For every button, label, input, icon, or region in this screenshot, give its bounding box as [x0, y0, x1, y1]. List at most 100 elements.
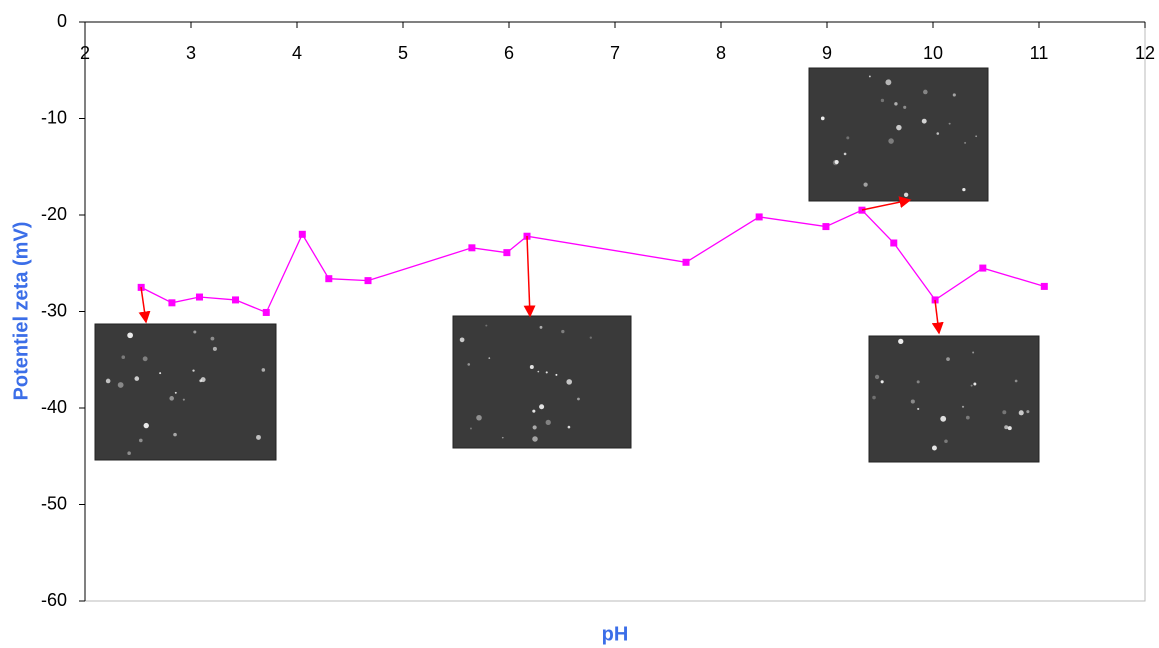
- particle: [880, 98, 885, 103]
- x-tick-label: 8: [716, 43, 726, 63]
- particle: [820, 116, 825, 121]
- data-point: [195, 293, 203, 301]
- arrow: [931, 299, 944, 335]
- particle: [192, 369, 195, 372]
- data-point: [468, 244, 476, 252]
- x-axis-label: pH: [602, 623, 629, 645]
- particle: [940, 415, 947, 422]
- particle: [952, 93, 956, 97]
- data-point: [364, 277, 372, 285]
- particle: [488, 357, 491, 359]
- data-point: [890, 239, 898, 247]
- data-point: [1040, 282, 1048, 290]
- particle: [888, 138, 894, 144]
- particle: [843, 152, 847, 156]
- particle: [532, 436, 538, 442]
- particle: [921, 118, 927, 124]
- particle: [134, 376, 140, 381]
- y-tick-label: -50: [41, 493, 67, 513]
- particle: [467, 363, 471, 366]
- particle: [973, 382, 977, 386]
- particle: [1002, 410, 1007, 415]
- particle: [965, 415, 970, 420]
- particle: [143, 422, 149, 429]
- particle: [127, 332, 133, 339]
- particle: [577, 397, 580, 401]
- particle: [946, 357, 950, 362]
- y-tick-label: -10: [41, 107, 67, 127]
- particle: [970, 384, 973, 387]
- x-tick-label: 5: [398, 43, 408, 63]
- micrograph: [868, 335, 1040, 463]
- data-point: [168, 299, 176, 307]
- x-tick-label: 11: [1030, 43, 1049, 63]
- particle: [1004, 425, 1009, 430]
- data-point: [931, 296, 939, 304]
- y-tick-label: -20: [41, 204, 67, 224]
- particle: [127, 451, 131, 455]
- particle: [931, 445, 937, 451]
- particle: [174, 391, 177, 394]
- particle: [962, 187, 966, 192]
- y-tick-label: -60: [41, 590, 67, 610]
- series-line: [140, 209, 1045, 314]
- particle: [485, 324, 488, 327]
- particle: [256, 434, 261, 440]
- micrographs: [94, 67, 1040, 463]
- arrow: [523, 235, 536, 318]
- y-tick-label: 0: [57, 11, 67, 31]
- particle: [555, 373, 558, 376]
- particle: [885, 79, 892, 86]
- y-axis-label: Potentiel zeta (mV): [10, 222, 32, 401]
- data-point: [298, 230, 306, 238]
- data-point: [325, 275, 333, 283]
- particle: [923, 89, 928, 95]
- particle: [561, 329, 565, 334]
- particle: [972, 351, 975, 354]
- particle: [975, 135, 978, 138]
- x-tick-label: 2: [80, 43, 90, 63]
- particle: [117, 382, 124, 388]
- data-point: [232, 296, 240, 304]
- particle: [903, 105, 907, 109]
- data-point: [858, 206, 866, 214]
- x-tick-label: 7: [610, 43, 620, 63]
- particle: [545, 419, 551, 426]
- particle: [1007, 426, 1012, 431]
- particle: [138, 438, 143, 443]
- particle: [868, 75, 871, 78]
- particle: [142, 356, 148, 362]
- particle: [545, 371, 548, 374]
- micrograph: [452, 315, 632, 449]
- particle: [182, 398, 185, 401]
- x-tick-label: 3: [186, 43, 196, 63]
- particle: [193, 330, 197, 334]
- particle: [874, 374, 880, 380]
- particle: [961, 405, 965, 408]
- particle: [834, 159, 839, 165]
- particle: [846, 136, 850, 140]
- particle: [964, 141, 967, 144]
- particle: [1018, 410, 1024, 416]
- particle: [936, 132, 940, 135]
- particle: [539, 325, 543, 329]
- data-point: [755, 213, 763, 221]
- particle: [917, 407, 920, 410]
- arrow: [138, 286, 151, 324]
- particle: [459, 337, 465, 343]
- data-point: [682, 258, 690, 266]
- particle: [1014, 379, 1018, 383]
- particle: [916, 380, 920, 384]
- particle: [159, 372, 162, 375]
- particle: [539, 404, 545, 410]
- particle: [872, 395, 876, 400]
- particle: [863, 182, 868, 187]
- arrow: [861, 196, 912, 211]
- x-tick-label: 12: [1135, 43, 1155, 63]
- particle: [200, 377, 206, 383]
- particle: [476, 415, 482, 421]
- x-tick-label: 9: [822, 43, 832, 63]
- data-point: [822, 223, 830, 231]
- micrograph: [94, 323, 277, 461]
